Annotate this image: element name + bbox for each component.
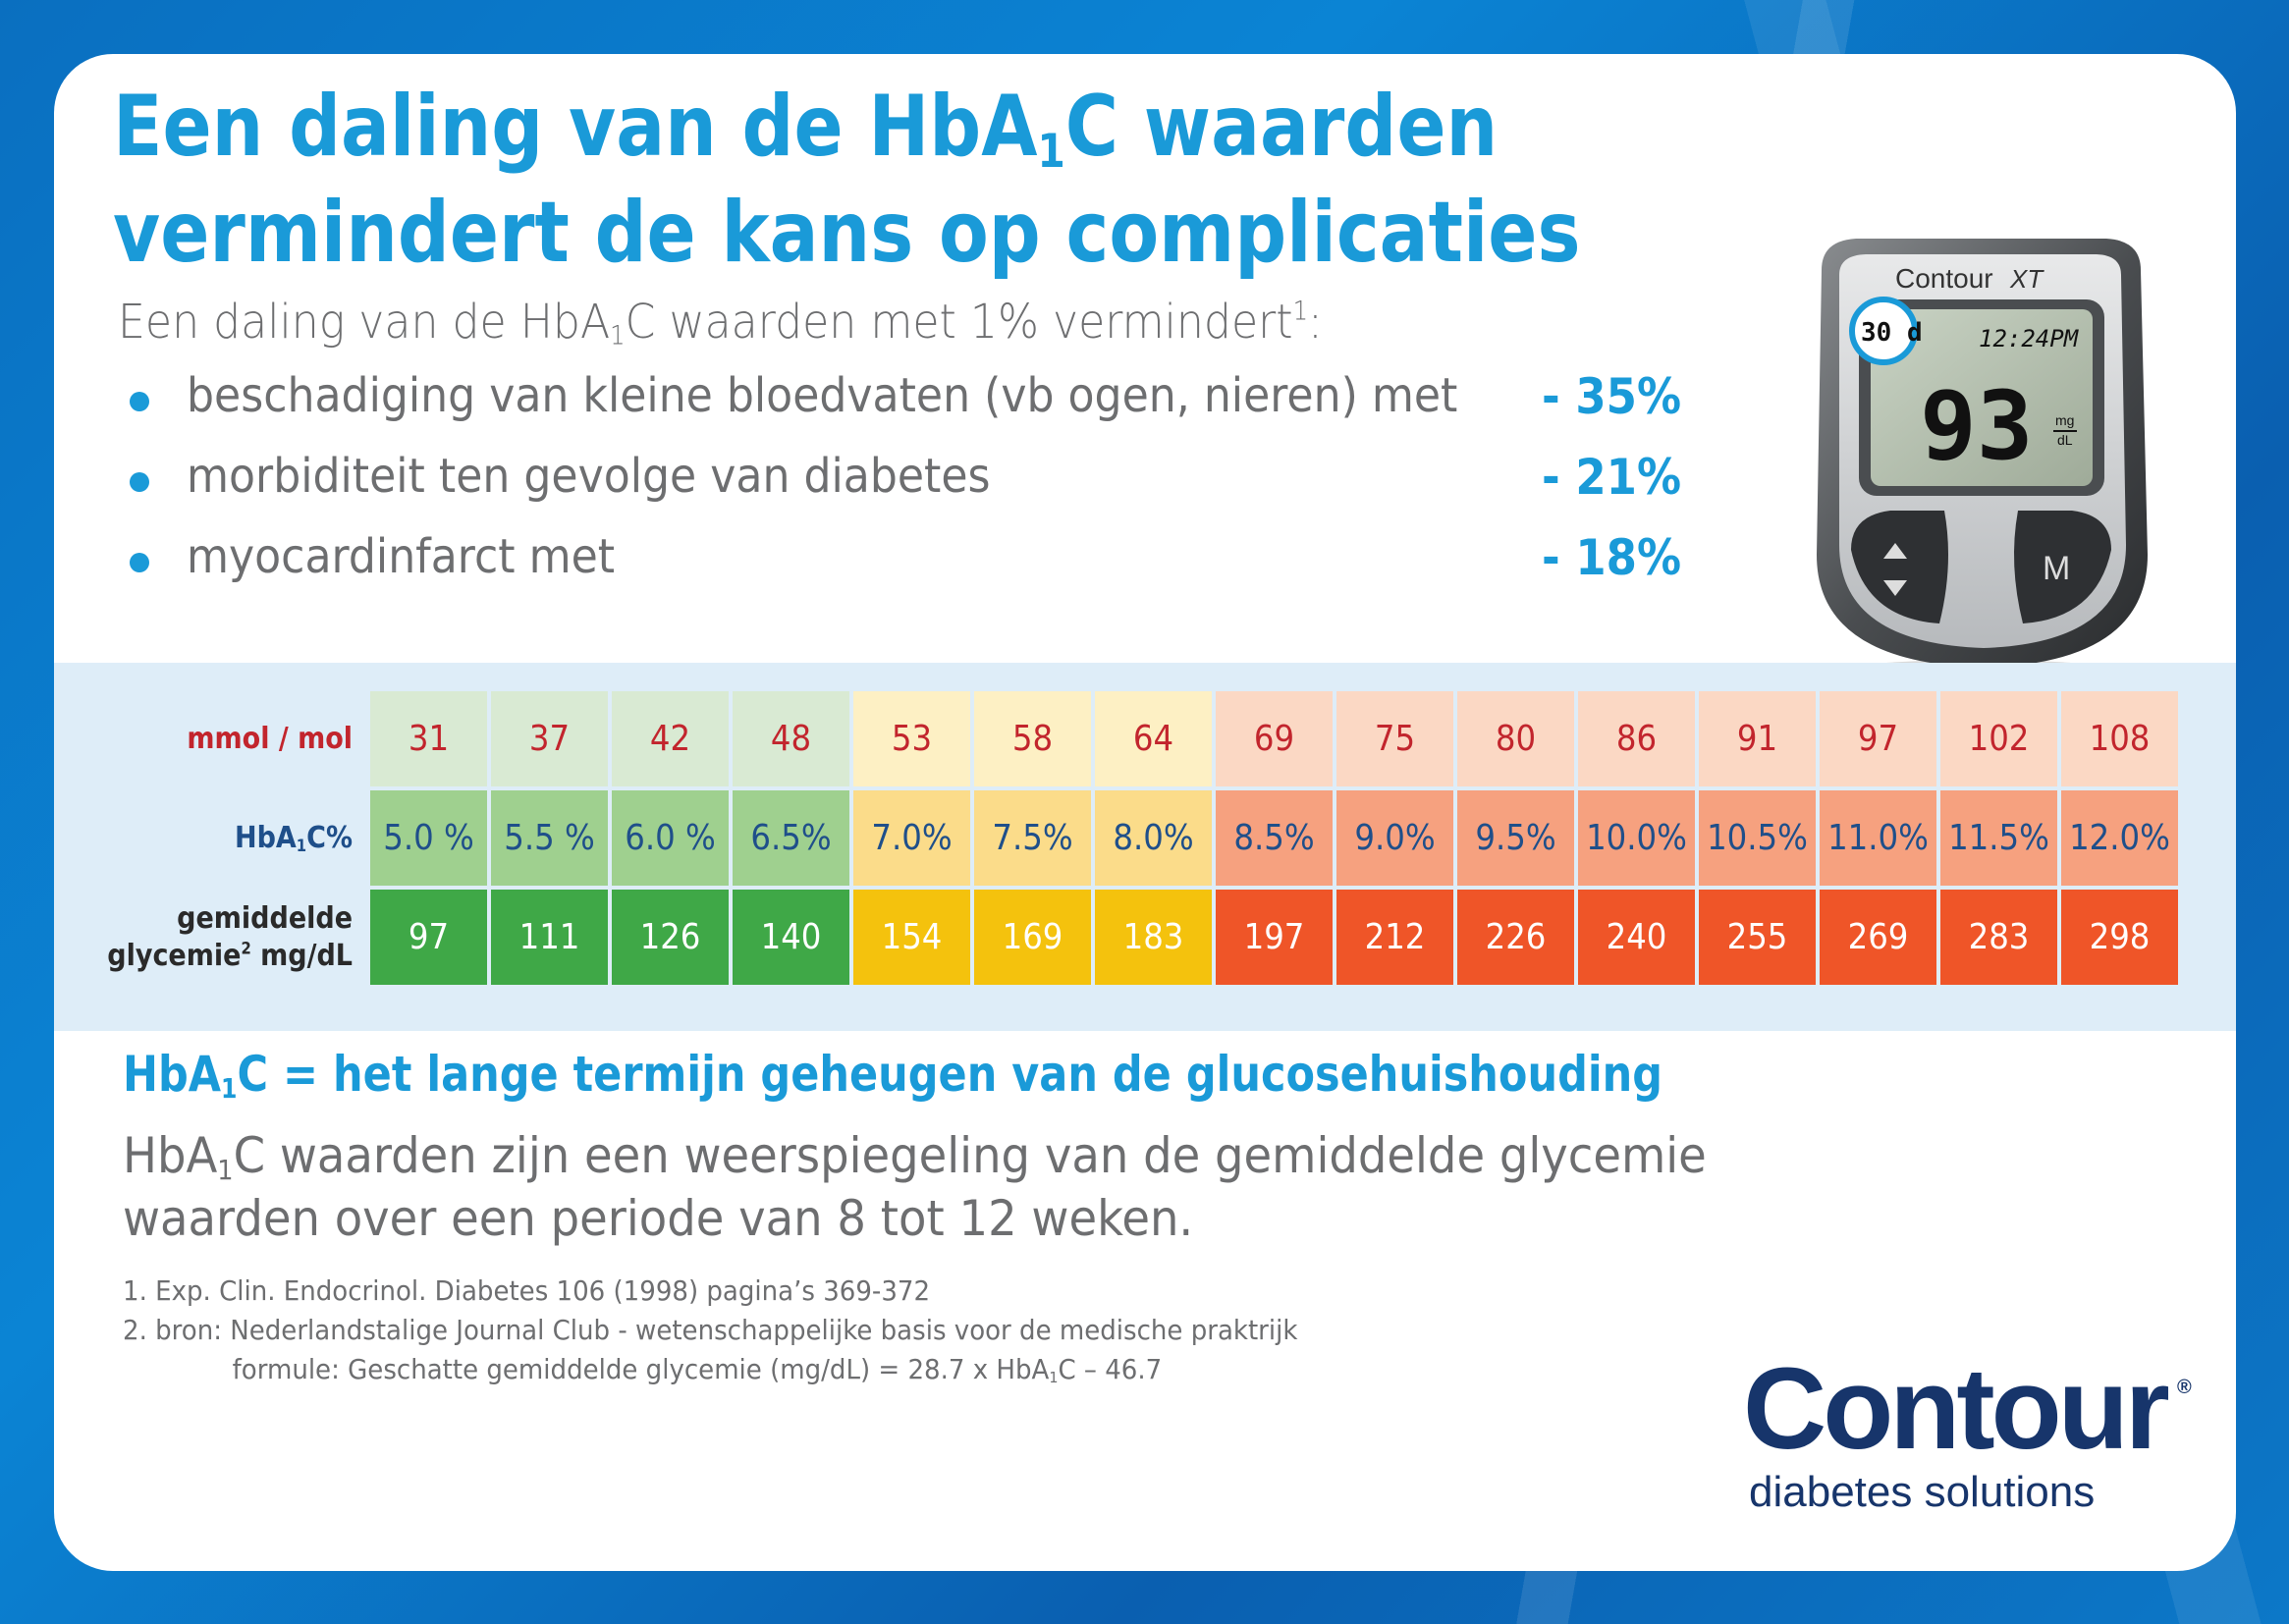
- table-row-hba1c: HbA1C% 5.0 % 5.5 % 6.0 % 6.5% 7.0% 7.5% 8.0% 8.…: [87, 790, 2178, 886]
- hba1c-cell: 5.0 %: [370, 790, 487, 886]
- hba1c-cell: 7.5%: [974, 790, 1091, 886]
- bullet-value: - 18%: [1542, 529, 1682, 586]
- mmol-cell: 64: [1095, 691, 1212, 786]
- meter-reading: 93: [1920, 371, 2034, 481]
- footnotes: 1. Exp. Clin. Endocrinol. Diabetes 106 (…: [123, 1272, 1387, 1389]
- bullet-text: beschadiging van kleine bloedvaten (vb o…: [187, 368, 1458, 423]
- bullet-dot: [130, 472, 149, 492]
- content-card: Een daling van de HbA1C waarden verminde…: [54, 54, 2236, 1571]
- glycemia-cell: 226: [1457, 890, 1574, 985]
- hba1c-conversion-table: mmol / mol 31 37 42 48 53 58 64 69 75 80 86 91 97 102…: [83, 687, 2182, 989]
- mmol-cell: 48: [733, 691, 849, 786]
- glycemia-cell: 183: [1095, 890, 1212, 985]
- mmol-cell: 37: [491, 691, 608, 786]
- mmol-cell: 91: [1699, 691, 1816, 786]
- meter-unit-bottom: dL: [2057, 432, 2073, 448]
- logo-wordmark: Contour ®: [1743, 1344, 2192, 1474]
- glycemia-cell: 298: [2061, 890, 2178, 985]
- glycemia-cell: 255: [1699, 890, 1816, 985]
- mmol-cell: 86: [1578, 691, 1695, 786]
- bullet-dot: [130, 392, 149, 411]
- section-body: HbA1C waarden zijn een weerspiegeling va…: [123, 1127, 1707, 1247]
- glucose-meter-image: Contour XT 30 d 12:24PM 93 mg dL M: [1812, 239, 2148, 695]
- glycemia-cell: 240: [1578, 890, 1695, 985]
- table-row-glycemia: gemiddelde glycemie2 mg/dL 97 111 126 140 154…: [87, 890, 2178, 985]
- bullet-dot: [130, 553, 149, 572]
- hba1c-cell: 11.5%: [1940, 790, 2057, 886]
- hba1c-cell: 11.0%: [1820, 790, 1936, 886]
- mmol-cell: 80: [1457, 691, 1574, 786]
- mmol-cell: 58: [974, 691, 1091, 786]
- glycemia-cell: 283: [1940, 890, 2057, 985]
- footnote-2: 2. bron: Nederlandstalige Journal Club -…: [123, 1314, 1298, 1346]
- list-item: morbiditeit ten gevolge van diabetes - 2…: [118, 449, 1709, 529]
- bullet-text: morbiditeit ten gevolge van diabetes: [187, 449, 991, 504]
- mmol-cell: 97: [1820, 691, 1936, 786]
- row-label-glycemia: gemiddelde glycemie2 mg/dL: [107, 900, 353, 973]
- meter-button-m: M: [2043, 550, 2070, 587]
- hba1c-conversion-band: mmol / mol 31 37 42 48 53 58 64 69 75 80 86 91 97 102…: [54, 663, 2236, 1031]
- contour-logo: Contour ® diabetes solutions: [1743, 1350, 2195, 1517]
- hba1c-cell: 9.5%: [1457, 790, 1574, 886]
- bullet-value: - 35%: [1542, 368, 1682, 425]
- row-label-hba1c: HbA1C%: [234, 820, 353, 855]
- section-heading: HbA1C = het lange termijn geheugen van d…: [123, 1046, 1662, 1105]
- footnote-1: 1. Exp. Clin. Endocrinol. Diabetes 106 (…: [123, 1274, 931, 1307]
- intro-text: Een daling van de HbA1C waarden met 1% v…: [118, 295, 1323, 352]
- list-item: beschadiging van kleine bloedvaten (vb o…: [118, 368, 1709, 449]
- glycemia-cell: 126: [612, 890, 729, 985]
- hba1c-cell: 8.0%: [1095, 790, 1212, 886]
- meter-unit-top: mg: [2055, 412, 2074, 428]
- bullet-text: myocardinfarct met: [187, 529, 616, 584]
- meter-time: 12:24PM: [1979, 325, 2080, 352]
- hba1c-cell: 6.0 %: [612, 790, 729, 886]
- glycemia-cell: 111: [491, 890, 608, 985]
- hba1c-cell: 8.5%: [1216, 790, 1333, 886]
- footnote-formula: formule: Geschatte gemiddelde glycemie (…: [232, 1353, 1163, 1386]
- hba1c-cell: 6.5%: [733, 790, 849, 886]
- meter-badge: 30 d: [1861, 318, 1923, 348]
- glycemia-cell: 269: [1820, 890, 1936, 985]
- mmol-cell: 42: [612, 691, 729, 786]
- list-item: myocardinfarct met - 18%: [118, 529, 1709, 610]
- hba1c-cell: 12.0%: [2061, 790, 2178, 886]
- hba1c-cell: 5.5 %: [491, 790, 608, 886]
- page-title: Een daling van de HbA1C waarden verminde…: [113, 78, 1581, 282]
- benefit-list: beschadiging van kleine bloedvaten (vb o…: [118, 368, 1709, 610]
- glycemia-cell: 169: [974, 890, 1091, 985]
- glycemia-cell: 97: [370, 890, 487, 985]
- logo-tagline: diabetes solutions: [1749, 1468, 2096, 1516]
- mmol-cell: 102: [1940, 691, 2057, 786]
- mmol-cell: 108: [2061, 691, 2178, 786]
- mmol-cell: 75: [1336, 691, 1453, 786]
- mmol-cell: 31: [370, 691, 487, 786]
- hba1c-cell: 10.5%: [1699, 790, 1816, 886]
- glycemia-cell: 140: [733, 890, 849, 985]
- row-label-mmol: mmol / mol: [187, 721, 353, 756]
- table-row-mmol: mmol / mol 31 37 42 48 53 58 64 69 75 80 86 91 97 102…: [87, 691, 2178, 786]
- meter-model: XT: [2009, 264, 2044, 294]
- hba1c-cell: 10.0%: [1578, 790, 1695, 886]
- glycemia-cell: 197: [1216, 890, 1333, 985]
- bullet-value: - 21%: [1542, 449, 1682, 506]
- glycemia-cell: 154: [853, 890, 970, 985]
- mmol-cell: 53: [853, 691, 970, 786]
- mmol-cell: 69: [1216, 691, 1333, 786]
- meter-brand: Contour: [1895, 263, 1993, 294]
- hba1c-cell: 9.0%: [1336, 790, 1453, 886]
- hba1c-cell: 7.0%: [853, 790, 970, 886]
- glycemia-cell: 212: [1336, 890, 1453, 985]
